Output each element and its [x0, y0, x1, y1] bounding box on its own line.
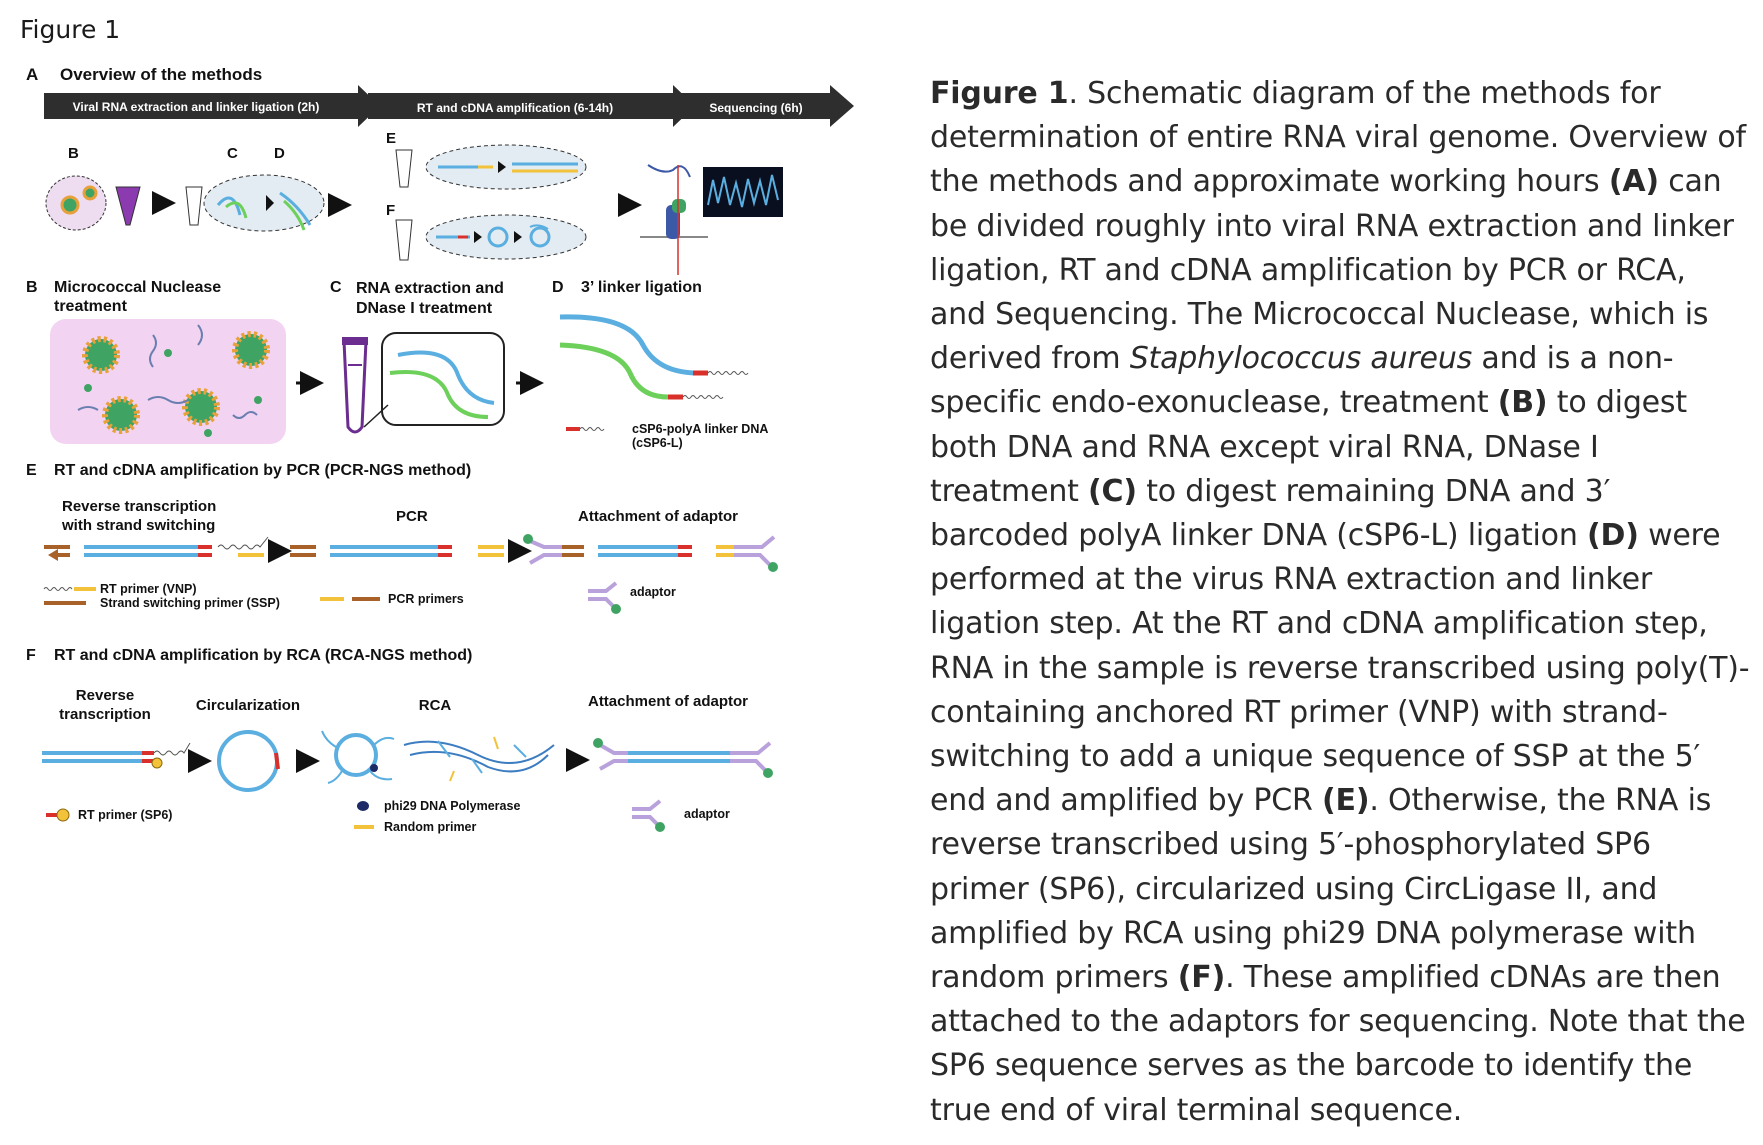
- caption-text-8: . These amplified cDNAs are then attache…: [930, 960, 1746, 1128]
- sub-label-d: D: [274, 145, 285, 162]
- figure-heading: Figure 1: [20, 15, 121, 44]
- caption-text-7: . Otherwise, the RNA is reverse transcri…: [930, 783, 1712, 996]
- linker-legend-label-1: cSP6-polyA linker DNA: [632, 422, 768, 436]
- legend-random-primer: Random primer: [384, 820, 477, 834]
- virus-icon: [82, 331, 270, 434]
- panel-e-step3: Attachment of adaptor: [578, 508, 738, 525]
- panel-e-letter: E: [26, 462, 37, 479]
- sub-label-c: C: [227, 145, 238, 162]
- panel-c-letter: C: [330, 279, 342, 296]
- tube-icon: [342, 339, 368, 434]
- panel-c: C RNA extraction and DNase I treatment: [330, 279, 544, 434]
- legend-rt-primer-vnp: RT primer (VNP): [100, 582, 197, 596]
- caption-ref-d: (D): [1587, 518, 1639, 554]
- rna-bubble: [203, 174, 325, 232]
- schematic-svg: A Overview of the methods Viral RNA extr…: [26, 65, 854, 834]
- mini-virus-icon: [60, 195, 80, 215]
- legend-pcr-primers: PCR primers: [388, 592, 464, 606]
- figure-schematic: A Overview of the methods Viral RNA extr…: [18, 55, 878, 955]
- caption-ref-f: (F): [1177, 960, 1226, 996]
- legend-adaptor-f: adaptor: [684, 807, 730, 821]
- step-arrow-2: [368, 85, 695, 127]
- mini-tube-icon: [115, 186, 141, 226]
- panel-f-step4: Attachment of adaptor: [588, 693, 748, 710]
- linker-legend-label-2: (cSP6-L): [632, 436, 683, 450]
- panel-f-letter: F: [26, 647, 36, 664]
- caption-text-3: and is a non-specific endo-exonuclease, …: [930, 341, 1674, 421]
- caption-ref-c: (C): [1088, 473, 1137, 509]
- sequencer-icon: [640, 164, 708, 275]
- adapted-rca-product: [593, 738, 773, 778]
- rca-products: [321, 730, 555, 784]
- panel-f: F RT and cDNA amplification by RCA (RCA-…: [26, 647, 773, 834]
- panel-d-letter: D: [552, 279, 564, 296]
- caption-ref-a: (A): [1608, 164, 1659, 200]
- panel-a-title: Overview of the methods: [60, 65, 262, 84]
- legend-ssp: Strand switching primer (SSP): [100, 596, 280, 610]
- step-arrow-1: [44, 85, 380, 127]
- panel-f-step1-line1: Reverse: [76, 687, 134, 704]
- panel-c-title-1: RNA extraction and: [356, 280, 504, 297]
- step-label-3: Sequencing (6h): [709, 101, 802, 115]
- mini-tube-icon: [395, 219, 413, 261]
- mini-tube-icon: [185, 186, 203, 226]
- panel-a: A Overview of the methods Viral RNA extr…: [26, 65, 854, 275]
- circular-cdna: [217, 730, 279, 792]
- step-label-2: RT and cDNA amplification (6-14h): [417, 101, 613, 115]
- panel-f-step3: RCA: [419, 697, 452, 714]
- panel-f-title: RT and cDNA amplification by RCA (RCA-NG…: [54, 647, 472, 664]
- adaptor-legend-icon: [588, 581, 618, 593]
- caption-text-4: to digest both DNA and RNA except viral …: [930, 385, 1687, 509]
- mini-virus-icon: [82, 185, 98, 201]
- panel-e-step1-line2: with strand switching: [61, 517, 215, 534]
- panel-f-step2: Circularization: [196, 697, 300, 714]
- sub-label-b: B: [68, 145, 79, 162]
- rna-zoom-box: [381, 332, 505, 426]
- panel-e: E RT and cDNA amplification by PCR (PCR-…: [26, 462, 778, 614]
- step-label-1: Viral RNA extraction and linker ligation…: [73, 100, 320, 114]
- pcr-product: [290, 545, 504, 557]
- figure-caption: Figure 1. Schematic diagram of the metho…: [930, 72, 1750, 1133]
- panel-a-letter: A: [26, 65, 38, 84]
- caption-text-2: can be divided roughly into viral RNA ex…: [930, 164, 1734, 377]
- adaptor-legend-icon: [632, 799, 662, 811]
- caption-text-5: to digest remaining DNA and 3′ barcoded …: [930, 473, 1611, 554]
- panel-b-letter: B: [26, 279, 38, 296]
- rt-sp6-product: [42, 742, 191, 769]
- rt-product: [44, 536, 269, 561]
- panel-f-step1-line2: transcription: [59, 706, 151, 723]
- caption-text-1: . Schematic diagram of the methods for d…: [930, 76, 1746, 200]
- panel-d-title: 3’ linker ligation: [581, 279, 702, 296]
- caption-ref-e: (E): [1322, 783, 1370, 819]
- adapted-product: [523, 534, 778, 572]
- step-arrow-3: [680, 85, 854, 127]
- panel-c-title-2: DNase I treatment: [356, 300, 493, 317]
- panel-e-title: RT and cDNA amplification by PCR (PCR-NG…: [54, 462, 471, 479]
- legend-adaptor-e: adaptor: [630, 585, 676, 599]
- sub-label-e: E: [386, 130, 396, 147]
- caption-ref-b: (B): [1497, 385, 1548, 421]
- rt-primer-legend-icon: [43, 587, 73, 591]
- panel-e-step2: PCR: [396, 508, 428, 525]
- legend-phi29: phi29 DNA Polymerase: [384, 799, 520, 813]
- panel-e-step1-line1: Reverse transcription: [62, 498, 216, 515]
- panel-b-title-1: Micrococcal Nuclease: [54, 279, 221, 296]
- caption-species-name: Staphylococcus aureus: [1129, 341, 1473, 377]
- caption-text-6: were performed at the virus RNA extracti…: [930, 518, 1750, 819]
- panel-b: B Micrococcal Nuclease treatment: [26, 279, 324, 444]
- panel-d: D 3’ linker ligation cSP6-polyA linker D…: [552, 279, 768, 450]
- polymerase-legend-icon: [357, 801, 369, 811]
- legend-rt-primer-sp6: RT primer (SP6): [78, 808, 172, 822]
- caption-figure-label: Figure 1: [930, 76, 1069, 111]
- sub-label-f: F: [386, 202, 395, 219]
- mini-tube-icon: [395, 149, 413, 188]
- panel-b-title-2: treatment: [54, 298, 128, 315]
